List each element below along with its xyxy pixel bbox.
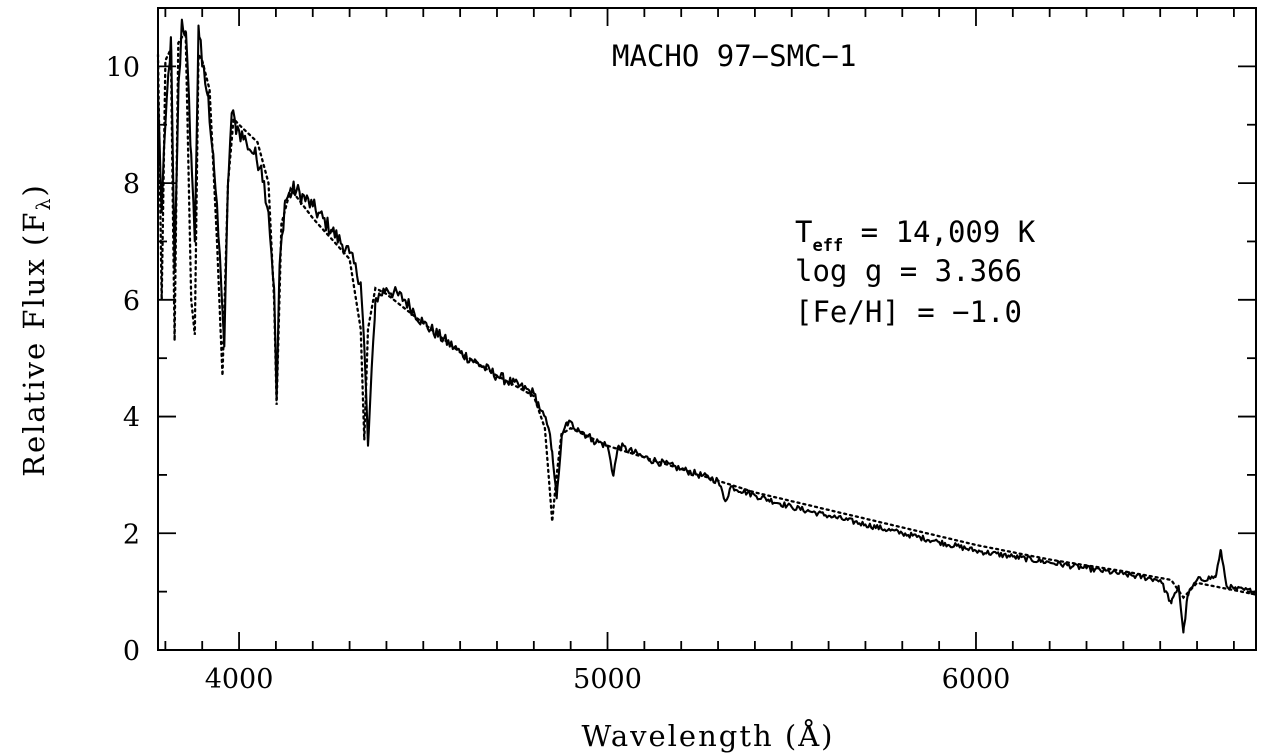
teff-annotation: Teff = 14,009 K [795,215,1036,256]
y-tick-label: 0 [123,636,140,667]
x-axis-label: Wavelength (Å) [582,718,835,753]
teff-subscript: eff [812,236,843,256]
teff-symbol: T [795,215,812,249]
feh-annotation: [Fe/H] = −1.0 [795,295,1022,329]
plot-frame [157,7,1257,651]
teff-value: = 14,009 K [843,215,1036,249]
y-tick-label: 2 [123,519,140,550]
y-axis-label-close: ) [17,183,51,196]
x-tick-label: 6000 [942,664,1011,695]
axis-ticks [158,7,1256,651]
observed-spectrum-line [156,18,1256,634]
model-spectrum-line [156,27,1258,600]
tick-labels: 4000 5000 6000 0 2 4 6 8 10 [106,52,1011,695]
y-tick-label: 10 [106,52,140,83]
y-tick-label: 8 [123,169,140,200]
logg-annotation: log g = 3.366 [795,254,1022,288]
series-group [156,18,1258,634]
y-tick-label: 6 [123,286,140,317]
y-axis-label: Relative Flux (Fλ) [17,183,55,477]
x-tick-label: 5000 [573,664,642,695]
y-axis-label-sub: λ [33,196,55,210]
x-tick-label: 4000 [205,664,274,695]
chart-title: MACHO 97−SMC−1 [612,39,856,73]
y-tick-label: 4 [123,403,140,434]
y-axis-label-main: Relative Flux (F [17,211,51,477]
